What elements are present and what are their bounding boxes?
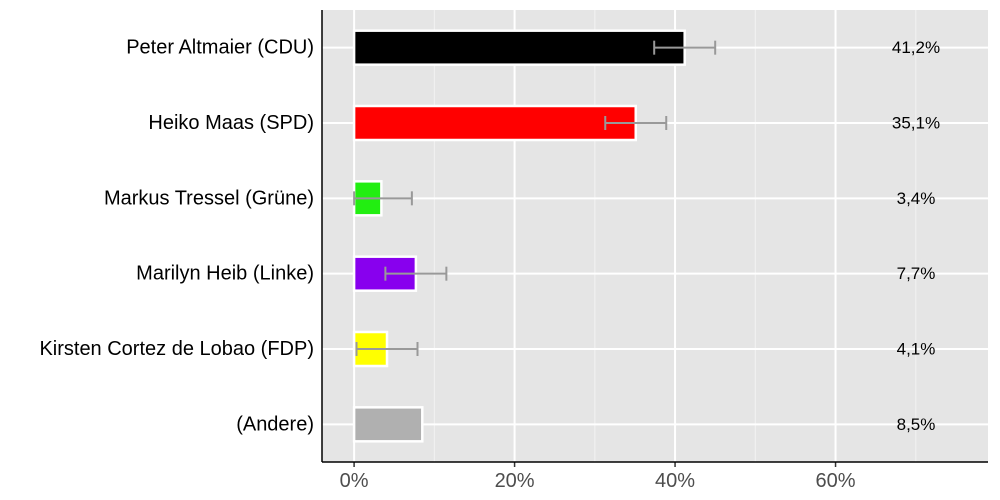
x-tick-label: 60% xyxy=(816,470,856,492)
value-label: 8,5% xyxy=(897,415,936,434)
error-bar xyxy=(604,116,668,130)
category-label: Peter Altmaier (CDU) xyxy=(126,37,314,59)
x-axis-ticks: 0% 20% 40% 60% xyxy=(340,462,856,492)
category-label: Marilyn Heib (Linke) xyxy=(136,263,314,285)
error-bar xyxy=(384,266,448,281)
error-bar xyxy=(355,342,419,356)
category-label: Kirsten Cortez de Lobao (FDP) xyxy=(39,338,314,360)
value-label: 3,4% xyxy=(897,189,936,208)
bar xyxy=(352,29,686,66)
category-label: (Andere) xyxy=(236,413,314,435)
x-tick-label: 0% xyxy=(340,470,369,492)
error-bars xyxy=(353,40,717,356)
value-label: 35,1% xyxy=(892,114,940,133)
error-bar xyxy=(653,40,717,55)
value-labels: 41,2% 35,1% 3,4% 7,7% 4,1% 8,5% xyxy=(892,38,940,434)
category-label: Markus Tressel (Grüne) xyxy=(104,187,314,209)
x-tick-label: 40% xyxy=(655,470,695,492)
bar xyxy=(352,104,637,142)
category-labels: Peter Altmaier (CDU) Heiko Maas (SPD) Mark… xyxy=(39,37,314,436)
plot-background xyxy=(322,10,988,462)
category-label: Heiko Maas (SPD) xyxy=(148,112,314,134)
bar xyxy=(352,406,424,443)
error-bar xyxy=(353,191,413,206)
value-label: 4,1% xyxy=(897,340,936,359)
value-label: 41,2% xyxy=(892,38,940,57)
x-tick-label: 20% xyxy=(495,470,535,492)
value-label: 7,7% xyxy=(897,264,936,283)
